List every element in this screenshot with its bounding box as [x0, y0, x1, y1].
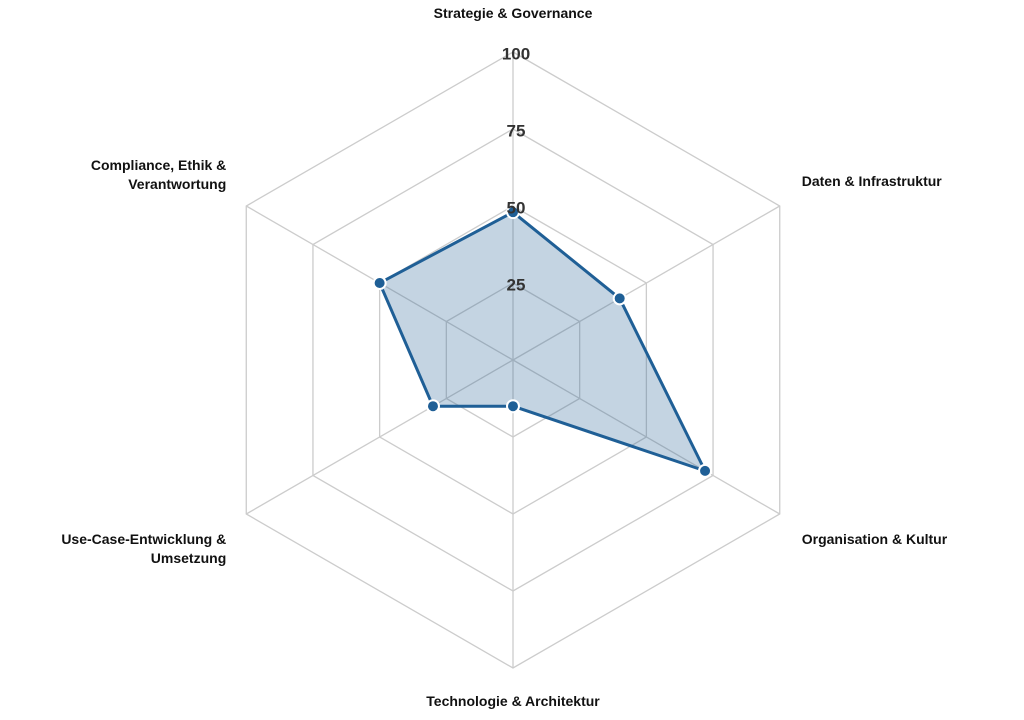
tick-label: 100	[502, 45, 530, 64]
tick-label: 75	[507, 122, 526, 141]
tick-label: 25	[507, 276, 526, 295]
tick-label: 50	[507, 199, 526, 218]
radar-tick-labels: 25 50 75 100	[502, 45, 530, 295]
grid-spoke	[512, 359, 781, 515]
data-point	[698, 463, 713, 478]
data-point	[372, 276, 387, 290]
series-area	[378, 210, 707, 473]
grid-spoke	[512, 205, 781, 361]
axis-label: Use-Case-Entwicklung & Umsetzung	[61, 531, 226, 566]
axis-label: Compliance, Ethik & Verantwortung	[91, 157, 226, 192]
data-point	[506, 205, 520, 220]
axis-label: Strategie & Governance	[434, 5, 593, 21]
axis-label: Organisation & Kultur	[802, 531, 948, 547]
axis-label: Technologie & Architektur	[426, 693, 600, 709]
data-point	[612, 291, 627, 306]
radar-series	[372, 205, 713, 478]
axis-label: Daten & Infrastruktur	[802, 173, 943, 189]
grid-spoke	[245, 359, 514, 515]
data-point	[425, 399, 440, 414]
radar-axis-labels: Strategie & Governance Daten & Infrastruk…	[61, 5, 947, 709]
data-point	[506, 399, 520, 414]
